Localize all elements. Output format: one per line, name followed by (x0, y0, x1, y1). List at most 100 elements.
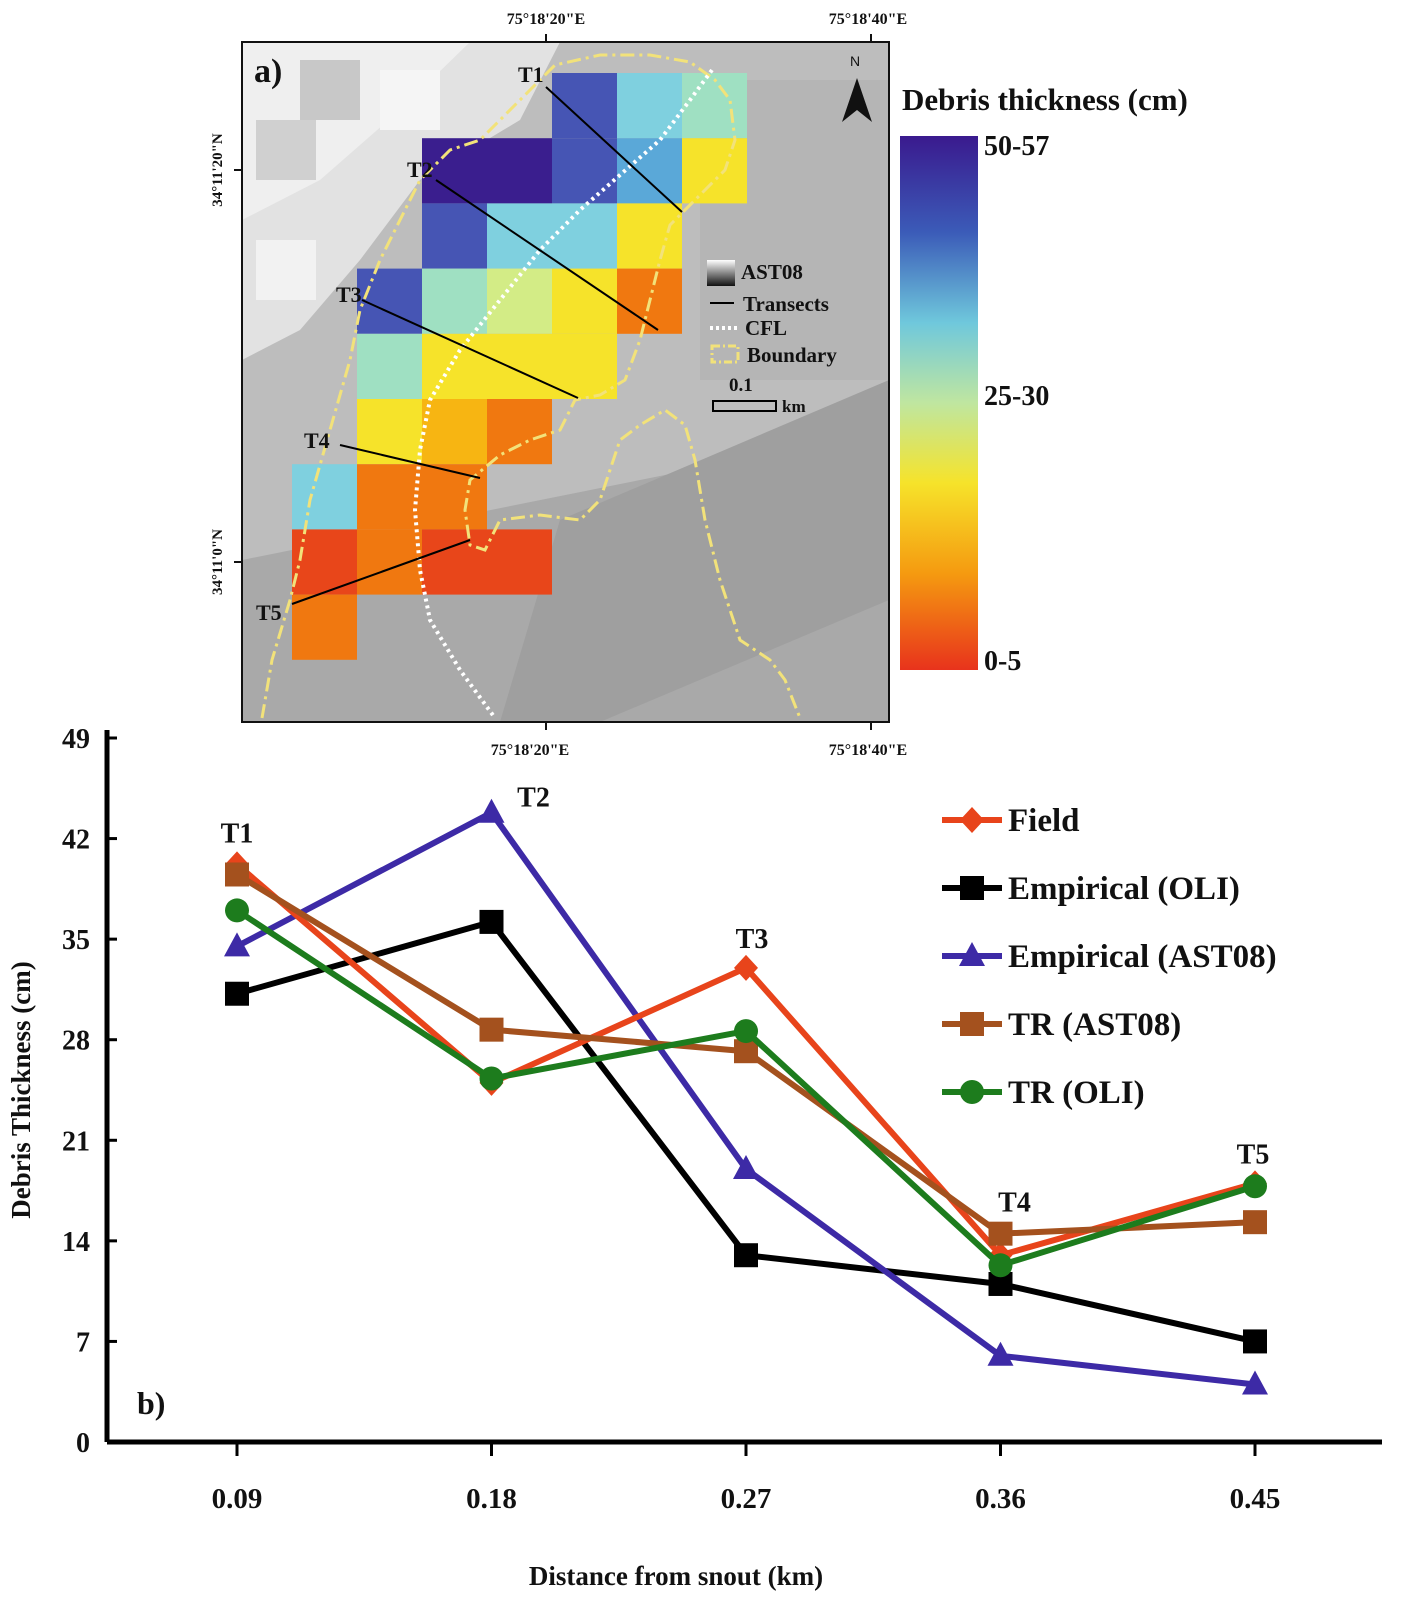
chart-legend: Field Empirical (OLI) Empirical (AST08) TR … (942, 803, 1277, 1111)
debris-pixel (422, 333, 487, 399)
data-point-tr-ast08 (734, 1039, 758, 1064)
y-tick-label: 21 (62, 1126, 90, 1157)
y-axis-title: Debris Thickness (cm) (6, 961, 36, 1219)
transect-labels: T1 T2 T3 T4 T5 (256, 62, 544, 625)
coord-lat-bottom: 34°11'0"N (210, 529, 226, 595)
legend-item: Empirical (AST08) (942, 939, 1277, 975)
data-point-tr-ast08 (1243, 1210, 1267, 1235)
coord-top-right: 75°18'40"E (829, 11, 907, 28)
data-point-tr-oli (1243, 1174, 1267, 1199)
glacier-boundary (260, 53, 802, 719)
data-point-tr-oli (988, 1253, 1013, 1278)
debris-pixel (422, 529, 487, 595)
scale-bar (712, 400, 777, 412)
debris-pixel (357, 464, 422, 530)
point-label-t5: T5 (1237, 1139, 1270, 1170)
data-point-empirical-oli (1243, 1329, 1267, 1354)
chart-axes: 0 7 14 21 28 35 42 49 0.09 0.18 0.27 0.36 0.45 (62, 724, 1382, 1515)
colorbar-title: Debris thickness (cm) (902, 82, 1188, 117)
legend-marker (960, 807, 984, 833)
legend-marker (959, 942, 985, 966)
legend-marker (960, 1012, 984, 1036)
debris-pixel (357, 333, 422, 399)
transect-label-t2: T2 (407, 157, 433, 182)
y-tick-label: 7 (76, 1327, 90, 1358)
data-point-empirical-oli (734, 1243, 758, 1268)
data-point-empirical-ast08 (987, 1341, 1014, 1366)
debris-pixel (487, 138, 552, 204)
debris-pixel (357, 399, 422, 465)
data-point-empirical-ast08 (224, 932, 250, 957)
coord-bottom-right: 75°18'40"E (829, 742, 907, 759)
panel-b-label: b) (137, 1385, 165, 1421)
data-point-tr-oli (734, 1019, 758, 1044)
transect-lines (291, 86, 683, 605)
debris-pixel (617, 73, 682, 139)
x-tick-label: 0.18 (466, 1483, 517, 1515)
central-flow-line (412, 68, 714, 720)
data-point-tr-ast08 (988, 1221, 1013, 1246)
transect-label-t3: T3 (336, 282, 362, 307)
legend-marker (960, 876, 984, 900)
legend-item: TR (OLI) (942, 1075, 1145, 1111)
y-tick-label: 0 (76, 1428, 90, 1459)
y-tick-label: 35 (62, 925, 90, 956)
series-tr-ast08 (225, 862, 1267, 1246)
point-label-t3: T3 (736, 924, 769, 955)
x-axis-title: Distance from snout (km) (529, 1561, 823, 1591)
colorbar: Debris thickness (cm) 50-57 25-30 0-5 (900, 82, 1188, 677)
legend-marker (960, 1080, 984, 1104)
legend-ast08: AST08 (741, 260, 803, 284)
ast08-swatch (707, 260, 735, 286)
debris-pixel (552, 333, 617, 399)
debris-pixel (422, 464, 487, 530)
y-tick-label: 14 (62, 1227, 90, 1258)
debris-pixel (487, 333, 552, 399)
debris-pixel-grid (292, 73, 747, 660)
data-point-tr-ast08 (479, 1017, 504, 1042)
point-label-t1: T1 (221, 818, 254, 849)
y-tick-label: 28 (62, 1026, 90, 1057)
point-label-t2: T2 (517, 783, 550, 814)
legend-boundary: Boundary (747, 343, 837, 367)
coord-top-left: 75°18'20"E (507, 11, 585, 28)
debris-pixel (682, 138, 747, 204)
debris-pixel (422, 399, 487, 465)
boundary-swatch (710, 344, 740, 364)
y-tick-label: 49 (62, 724, 90, 755)
legend-label: Field (1008, 803, 1080, 839)
scale-unit: km (782, 397, 806, 416)
data-point-empirical-ast08 (733, 1155, 759, 1180)
legend-transects: Transects (743, 292, 829, 316)
data-point-empirical-oli (225, 981, 249, 1006)
data-point-tr-oli (479, 1066, 504, 1091)
debris-pixel (487, 399, 552, 465)
debris-pixel (682, 73, 747, 139)
map-frame (241, 41, 890, 723)
debris-pixel (617, 138, 682, 204)
data-point-empirical-oli (479, 909, 504, 934)
debris-pixel (552, 203, 617, 269)
data-point-field (734, 954, 758, 981)
debris-pixel (552, 138, 617, 204)
coord-lat-top: 34°11'20"N (210, 133, 226, 207)
point-label-t4: T4 (998, 1188, 1031, 1219)
x-tick-label: 0.36 (975, 1483, 1026, 1515)
debris-pixel (292, 594, 357, 660)
debris-pixel (552, 268, 617, 334)
colorbar-top-label: 50-57 (984, 131, 1049, 162)
colorbar-gradient (900, 136, 978, 670)
map-legend: AST08 Transects CFL Boundary 0.1 km (707, 260, 837, 416)
coord-bottom-left: 75°18'20"E (491, 742, 569, 759)
series-line-empirical-oli (236, 918, 1256, 1345)
transect-label-t4: T4 (304, 428, 330, 453)
debris-pixel (552, 73, 617, 139)
transect-label-t1: T1 (518, 62, 544, 87)
debris-pixel (292, 464, 357, 530)
panel-a-label: a) (254, 53, 282, 90)
colorbar-bottom-label: 0-5 (984, 646, 1021, 677)
legend-item: Empirical (OLI) (942, 871, 1240, 907)
data-point-tr-oli (225, 898, 249, 923)
